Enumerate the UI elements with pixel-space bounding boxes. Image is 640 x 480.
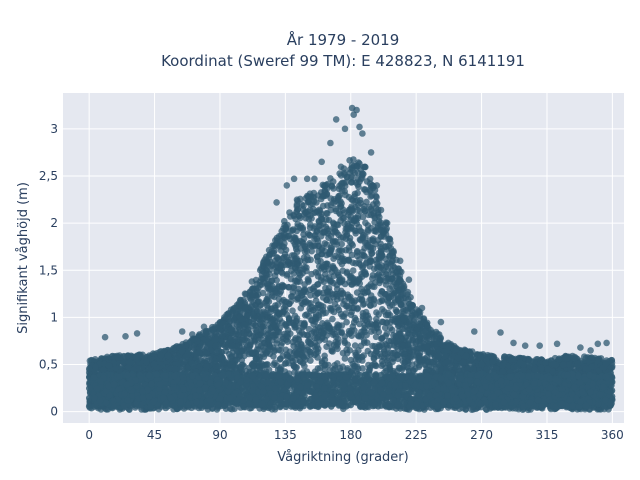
data-point bbox=[359, 213, 367, 221]
data-point bbox=[348, 332, 356, 340]
data-point bbox=[367, 193, 374, 200]
data-point bbox=[362, 163, 369, 171]
data-point bbox=[233, 321, 241, 329]
data-point bbox=[353, 289, 361, 296]
data-point bbox=[326, 340, 333, 347]
data-point bbox=[400, 283, 408, 290]
data-point bbox=[288, 293, 295, 300]
data-point bbox=[304, 230, 312, 237]
data-point bbox=[279, 352, 287, 360]
data-point bbox=[297, 304, 305, 312]
data-point bbox=[284, 338, 291, 346]
data-point bbox=[334, 269, 342, 276]
data-point bbox=[327, 278, 334, 286]
data-point bbox=[289, 307, 296, 315]
data-point bbox=[423, 366, 430, 373]
data-point bbox=[348, 196, 355, 203]
data-point bbox=[375, 217, 383, 225]
data-point bbox=[308, 247, 316, 255]
data-point bbox=[352, 215, 359, 223]
data-point bbox=[378, 306, 386, 313]
data-point bbox=[340, 165, 348, 172]
data-point bbox=[326, 297, 334, 305]
data-point bbox=[319, 310, 327, 317]
data-point bbox=[356, 320, 363, 328]
data-point bbox=[285, 300, 293, 308]
chart-title-line-1: År 1979 - 2019 bbox=[287, 30, 400, 49]
data-point bbox=[350, 156, 357, 163]
data-point bbox=[364, 347, 372, 355]
data-point bbox=[372, 333, 380, 341]
chart-title-line-2: Koordinat (Sweref 99 TM): E 428823, N 61… bbox=[161, 52, 525, 70]
data-point bbox=[328, 305, 335, 313]
data-point bbox=[349, 267, 357, 274]
data-point bbox=[314, 354, 321, 361]
data-point bbox=[348, 327, 355, 334]
data-point bbox=[281, 321, 289, 329]
data-point bbox=[354, 189, 361, 197]
data-point bbox=[330, 185, 337, 192]
data-point bbox=[343, 318, 350, 326]
data-point bbox=[351, 342, 359, 349]
data-point bbox=[336, 170, 344, 177]
data-point bbox=[386, 285, 394, 293]
data-point bbox=[379, 297, 386, 305]
data-points bbox=[85, 104, 616, 414]
data-point bbox=[372, 227, 380, 234]
data-point bbox=[297, 214, 304, 222]
data-point bbox=[379, 318, 386, 326]
data-point bbox=[282, 306, 289, 313]
data-point bbox=[282, 359, 290, 367]
data-point bbox=[346, 278, 353, 286]
data-point bbox=[392, 306, 400, 314]
